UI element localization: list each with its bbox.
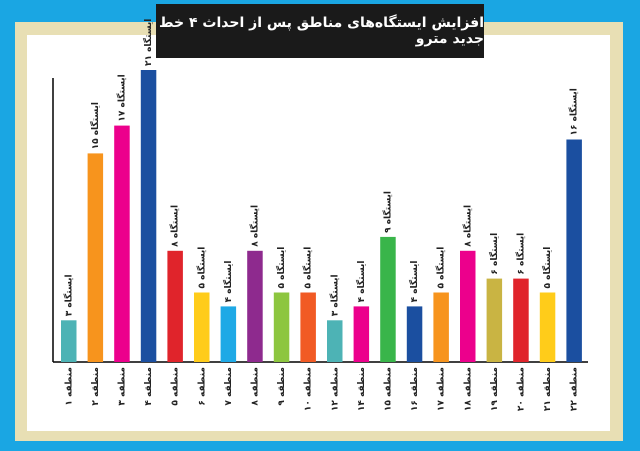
bar-value-label-3: ۱۷ ایستگاه: [116, 74, 128, 121]
bar-11: [327, 320, 343, 362]
bar-5: [167, 250, 183, 362]
bar-value-label-2: ۱۵ ایستگاه: [89, 102, 101, 149]
bar-14: [406, 306, 423, 362]
bar-value-label-4: ۲۱ ایستگاه: [142, 19, 154, 66]
bar-7: [220, 306, 237, 362]
bar-value-label-17: ۶ ایستگاه: [488, 233, 500, 275]
bar-value-label-14: ۴ ایستگاه: [408, 261, 420, 303]
category-label-11: منطقه ۱۲: [330, 367, 340, 411]
category-label-19: منطقه ۲۱: [543, 367, 553, 411]
bar-8: [247, 250, 263, 362]
bar-value-label-8: ۸ ایستگاه: [249, 205, 261, 247]
bar-1: [61, 320, 77, 362]
bar-value-label-18: ۶ ایستگاه: [515, 233, 527, 275]
category-label-14: منطقه ۱۶: [410, 367, 420, 411]
category-label-9: منطقه ۹: [277, 367, 287, 406]
category-label-10: منطقه ۱۰: [304, 367, 314, 411]
category-label-4: منطقه ۴: [144, 367, 154, 406]
category-label-12: منطقه ۱۴: [357, 367, 367, 411]
bar-value-label-1: ۳ ایستگاه: [62, 274, 74, 316]
bar-18: [513, 278, 529, 362]
category-label-2: منطقه ۲: [91, 367, 101, 406]
bar-19: [539, 292, 556, 362]
bar-value-label-15: ۵ ایستگاه: [435, 247, 447, 289]
bar-value-label-11: ۳ ایستگاه: [328, 274, 340, 316]
category-label-16: منطقه ۱۸: [463, 367, 473, 411]
category-label-13: منطقه ۱۵: [384, 367, 394, 411]
bar-value-label-13: ۹ ایستگاه: [382, 191, 394, 233]
bar-value-label-16: ۸ ایستگاه: [461, 205, 473, 247]
bar-17: [486, 278, 503, 362]
category-label-15: منطقه ۱۷: [437, 367, 447, 411]
bar-value-label-19: ۵ ایستگاه: [541, 247, 553, 289]
bar-15: [433, 292, 449, 362]
bar-20: [566, 139, 582, 362]
category-label-17: منطقه ۱۹: [490, 367, 500, 411]
category-label-1: منطقه ۱: [64, 367, 74, 406]
bar-2: [87, 153, 104, 362]
bar-value-label-6: ۵ ایستگاه: [195, 247, 207, 289]
bar-value-label-9: ۵ ایستگاه: [275, 247, 287, 289]
bar-16: [460, 250, 476, 362]
bar-value-label-5: ۸ ایستگاه: [169, 205, 181, 247]
bar-value-label-7: ۴ ایستگاه: [222, 261, 234, 303]
category-label-20: منطقه ۲۲: [570, 367, 580, 411]
category-label-18: منطقه ۲۰: [517, 367, 527, 411]
bar-6: [194, 292, 210, 362]
bar-13: [380, 236, 396, 362]
bar-9: [273, 292, 290, 362]
bar-value-label-10: ۵ ایستگاه: [302, 247, 314, 289]
bar-4: [140, 70, 157, 362]
bar-value-label-12: ۴ ایستگاه: [355, 261, 367, 303]
chart-title: افزایش ایستگاه‌های مناطق پس از احداث ۴ خ…: [156, 4, 484, 58]
category-label-5: منطقه ۵: [171, 367, 181, 406]
category-label-8: منطقه ۸: [251, 367, 261, 406]
category-label-3: منطقه ۳: [118, 367, 128, 406]
bar-value-label-20: ۱۶ ایستگاه: [568, 88, 580, 135]
bar-3: [114, 125, 130, 362]
bar-10: [300, 292, 316, 362]
category-label-7: منطقه ۷: [224, 367, 234, 406]
category-label-6: منطقه ۶: [197, 367, 207, 406]
bar-12: [353, 306, 370, 362]
